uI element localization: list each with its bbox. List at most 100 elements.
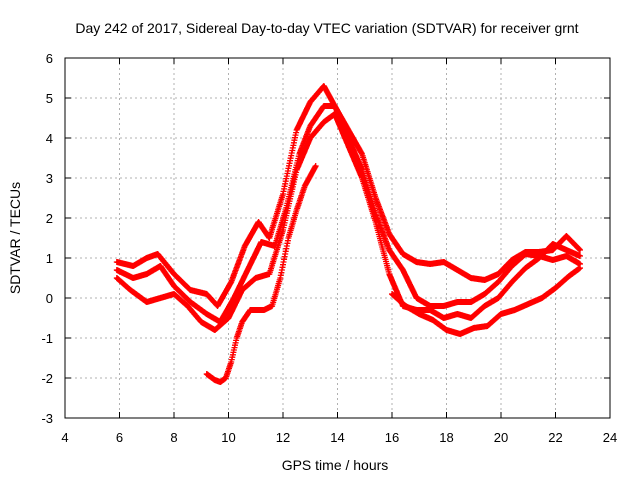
data-point	[281, 192, 285, 196]
data-point	[428, 262, 432, 266]
data-point	[565, 248, 568, 252]
data-point	[303, 184, 306, 188]
data-point	[131, 276, 135, 280]
data-point	[227, 316, 230, 320]
x-axis-label: GPS time / hours	[282, 457, 389, 473]
data-point	[510, 258, 514, 262]
y-tick-label: 4	[46, 131, 53, 146]
data-point	[510, 280, 514, 284]
data-point	[469, 276, 473, 280]
data-point	[295, 168, 298, 172]
data-point	[510, 264, 514, 268]
data-point	[442, 304, 445, 308]
data-point	[469, 300, 473, 304]
data-point	[213, 328, 217, 332]
data-point	[268, 236, 271, 240]
data-point	[115, 260, 119, 264]
data-point	[262, 308, 266, 312]
data-point	[404, 304, 407, 308]
data-point	[145, 272, 148, 276]
data-point	[578, 262, 582, 266]
data-point	[246, 268, 249, 272]
data-point	[145, 300, 148, 304]
data-point	[309, 136, 312, 140]
data-point	[230, 280, 233, 284]
y-tick-label: -3	[41, 411, 53, 426]
data-point	[360, 152, 364, 156]
x-tick-label: 20	[494, 430, 508, 445]
data-point	[189, 300, 192, 304]
data-point	[360, 176, 364, 180]
data-point	[347, 144, 350, 148]
data-point	[554, 286, 557, 290]
data-point	[131, 264, 135, 268]
data-point	[551, 258, 554, 262]
y-tick-label: 6	[46, 51, 53, 66]
data-point	[401, 252, 405, 256]
data-point	[243, 244, 246, 248]
data-point	[537, 250, 541, 254]
data-point	[322, 120, 326, 124]
data-point	[428, 308, 432, 312]
data-point	[213, 378, 217, 382]
data-point	[445, 328, 448, 332]
data-point	[216, 304, 219, 308]
y-axis-label: SDTVAR / TECUs	[7, 182, 23, 294]
data-point	[513, 308, 516, 312]
data-point	[172, 284, 176, 288]
data-point	[205, 292, 208, 296]
data-point	[578, 254, 582, 258]
data-point	[189, 288, 192, 292]
data-point	[314, 164, 317, 168]
data-point	[442, 260, 445, 264]
data-point	[537, 256, 541, 260]
data-point	[333, 104, 336, 108]
data-point	[497, 296, 500, 300]
data-point	[388, 248, 391, 252]
data-point	[159, 264, 162, 268]
data-point	[249, 308, 252, 312]
series-trace-a	[113, 83, 583, 309]
data-point	[240, 288, 244, 292]
data-point	[156, 252, 159, 256]
y-tick-label: 5	[46, 91, 53, 106]
data-point	[257, 220, 260, 224]
data-point	[428, 304, 432, 308]
x-tick-label: 8	[170, 430, 177, 445]
data-point	[565, 234, 568, 238]
y-axis-ticks: -3 -2 -1 0 1 2 3 4 5 6	[41, 51, 610, 426]
data-point	[578, 266, 582, 270]
y-tick-label: 2	[46, 211, 53, 226]
data-point	[281, 228, 285, 232]
data-point	[388, 232, 391, 236]
x-tick-label: 12	[276, 430, 290, 445]
series-markers	[113, 111, 583, 333]
data-point	[390, 292, 394, 296]
data-point	[224, 376, 227, 380]
data-point	[309, 100, 312, 104]
x-tick-label: 24	[603, 430, 617, 445]
data-point	[401, 268, 405, 272]
data-point	[578, 248, 582, 252]
data-point	[205, 372, 208, 376]
data-point	[499, 312, 503, 316]
data-point	[115, 276, 119, 280]
x-axis-ticks: 4 6 8 10 12 14 16 18 20 22 24	[61, 58, 617, 445]
data-point	[469, 316, 473, 320]
y-tick-label: -1	[41, 331, 53, 346]
x-tick-label: 6	[116, 430, 123, 445]
data-point	[388, 272, 391, 276]
data-point	[322, 104, 326, 108]
x-tick-label: 14	[330, 430, 344, 445]
data-point	[145, 256, 148, 260]
data-point	[567, 274, 571, 278]
data-point	[565, 254, 568, 258]
data-point	[115, 268, 119, 272]
y-tick-label: -2	[41, 371, 53, 386]
series-trace-b	[113, 103, 583, 325]
data-point	[129, 288, 132, 292]
data-point	[486, 324, 489, 328]
data-point	[374, 220, 377, 224]
data-point	[497, 272, 500, 276]
